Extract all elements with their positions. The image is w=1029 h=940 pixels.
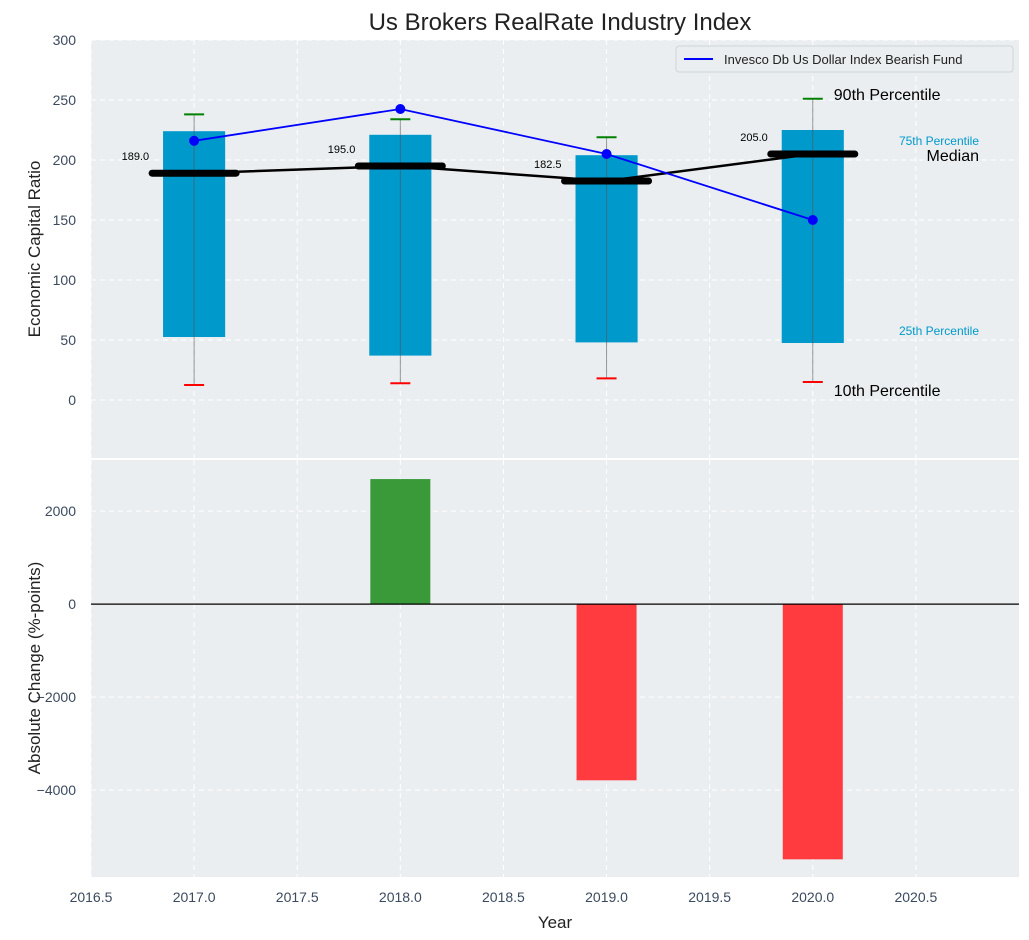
annotation-90th-percentile: 90th Percentile [834,87,941,104]
top-y-axis-label: Economic Capital Ratio [25,161,44,338]
top-plot-background [91,40,1019,458]
annotation-median: Median [927,148,979,165]
legend[interactable]: Invesco Db Us Dollar Index Bearish Fund [675,45,1014,73]
x-tick-label: 2017.0 [173,889,216,905]
top-y-tick-label: 50 [60,332,76,348]
x-tick-label: 2017.5 [276,889,319,905]
bottom-y-tick-label: −4000 [37,782,77,798]
fund-point [807,215,818,225]
bottom-y-tick-label: 0 [68,596,76,612]
x-ticks: 2016.5 2017.0 2017.5 2018.0 2018.5 2019.0 2019… [70,889,938,905]
top-y-tick-label: 300 [53,32,77,48]
fund-line [193,108,814,221]
annotation-75th-percentile: 75th Percentile [899,134,979,148]
x-tick-label: 2018.0 [379,889,422,905]
bottom-plot-background [91,460,1019,877]
median-value-label: 189.0 [122,151,150,163]
x-tick-label: 2019.5 [688,889,731,905]
chart-title: Us Brokers RealRate Industry Index [369,9,752,36]
change-bar [370,479,431,605]
change-bar [782,604,843,860]
top-y-tick-label: 200 [53,152,77,168]
annotation-10th-percentile: 10th Percentile [834,383,941,400]
change-bar [576,604,637,781]
top-y-ticks: 0 50 100 150 200 250 300 [53,32,77,408]
x-tick-label: 2018.5 [482,889,525,905]
top-lines: 189.0 195.0 182.5 205.0 [122,104,859,225]
x-tick-label: 2016.5 [70,889,113,905]
bottom-panel: −4000 −2000 0 2000 2016.5 2017.0 2017.5 2018.0… [25,460,1019,932]
x-tick-label: 2020.5 [894,889,937,905]
bottom-bars [370,479,843,860]
x-tick-label: 2020.0 [791,889,834,905]
bottom-y-axis-label: Absolute Change (%-points) [25,562,44,775]
top-y-tick-label: 150 [53,212,77,228]
median-line [194,152,813,183]
fund-point [601,149,612,159]
legend-label: Invesco Db Us Dollar Index Bearish Fund [724,52,962,67]
bottom-y-tick-label: −2000 [37,689,77,705]
median-value-label: 182.5 [534,159,562,171]
median-value-label: 205.0 [740,132,768,144]
top-y-tick-label: 100 [53,272,77,288]
fund-point [395,104,406,114]
median-value-label: 195.0 [328,144,356,156]
top-y-tick-label: 0 [68,392,76,408]
legend-box [675,45,1014,73]
top-annotations: 90th Percentile 75th Percentile Median 2… [834,87,980,400]
fund-point [189,135,200,146]
annotation-25th-percentile: 25th Percentile [899,324,979,338]
top-y-tick-label: 250 [53,92,77,108]
top-boxes [163,97,844,386]
bottom-y-tick-label: 2000 [45,503,76,519]
bottom-y-ticks: −4000 −2000 0 2000 [37,503,77,798]
x-axis-label: Year [538,913,573,932]
x-tick-label: 2019.0 [585,889,628,905]
